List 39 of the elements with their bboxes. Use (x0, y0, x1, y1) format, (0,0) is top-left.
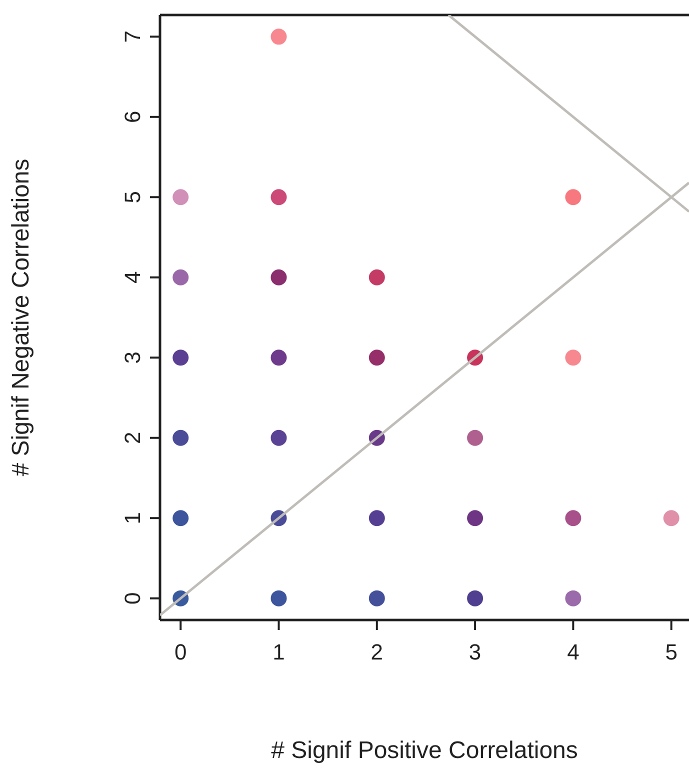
y-axis-title: # Signif Negative Correlations (8, 158, 35, 476)
point (368, 510, 385, 526)
x-tick-label: 1 (272, 640, 285, 665)
point (270, 189, 287, 206)
point (467, 590, 484, 606)
point (270, 28, 287, 45)
point (368, 590, 385, 606)
point (663, 510, 680, 526)
x-tick-label: 4 (567, 640, 580, 665)
point (368, 269, 385, 286)
x-axis-title: # Signif Positive Correlations (271, 737, 578, 764)
y-tick-label: 5 (120, 191, 145, 204)
point (467, 510, 484, 526)
point (467, 430, 484, 446)
point (565, 189, 582, 206)
point (270, 430, 287, 446)
point (565, 350, 582, 366)
point (172, 430, 189, 446)
y-tick-label: 2 (120, 432, 145, 444)
y-tick-label: 1 (120, 512, 145, 524)
x-tick-label: 0 (174, 640, 187, 665)
point (172, 350, 189, 366)
point (565, 510, 582, 526)
point (270, 350, 287, 366)
y-tick-label: 7 (120, 30, 145, 43)
point (172, 510, 189, 526)
x-tick-label: 3 (468, 640, 482, 665)
point (270, 269, 287, 286)
x-tick-label: 2 (370, 640, 384, 665)
y-tick-label: 0 (120, 592, 145, 604)
y-tick-label: 6 (120, 110, 145, 124)
x-tick-label: 5 (665, 640, 678, 665)
point (565, 590, 582, 606)
point (172, 269, 189, 286)
point (270, 590, 287, 606)
y-tick-label: 3 (120, 351, 145, 364)
y-tick-label: 4 (120, 271, 145, 284)
point (172, 189, 189, 206)
point (368, 350, 385, 366)
